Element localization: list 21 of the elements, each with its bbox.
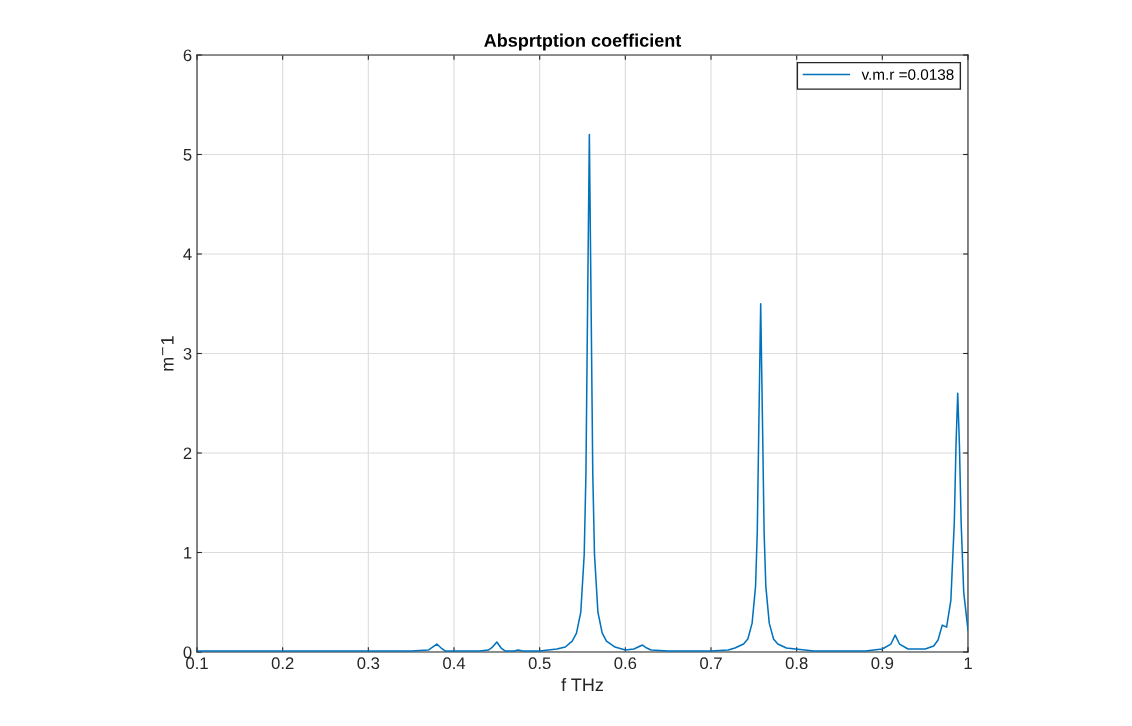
x-tick-label: 0.9 (871, 657, 894, 670)
y-tick-label: 3 (183, 347, 192, 360)
y-tick-label: 6 (183, 49, 192, 62)
chart-title: Absprtption coefficient (484, 33, 682, 51)
x-tick-label: 0.8 (785, 657, 808, 670)
y-tick-label: 5 (183, 149, 192, 161)
x-tick-label: 0.6 (614, 657, 637, 670)
y-axis-title: m$^{−}$1 (161, 336, 174, 371)
x-axis-title: f THz (561, 677, 604, 692)
y-tick-label: 4 (183, 248, 192, 261)
x-tick-label: 0.4 (443, 657, 466, 670)
x-tick-label: 0.1 (186, 657, 208, 670)
x-tick-label: 1 (964, 657, 972, 669)
x-tick-label: 0.5 (528, 657, 551, 670)
y-tick-label: 1 (184, 547, 192, 559)
y-tick-label: 0 (183, 646, 192, 659)
x-tick-label: 0.2 (271, 657, 294, 670)
y-tick-label: 2 (183, 447, 192, 460)
legend-label: v.m.r =0.0138 (861, 69, 954, 80)
x-tick-label: 0.7 (700, 657, 722, 670)
x-tick-label: 0.3 (357, 657, 380, 670)
